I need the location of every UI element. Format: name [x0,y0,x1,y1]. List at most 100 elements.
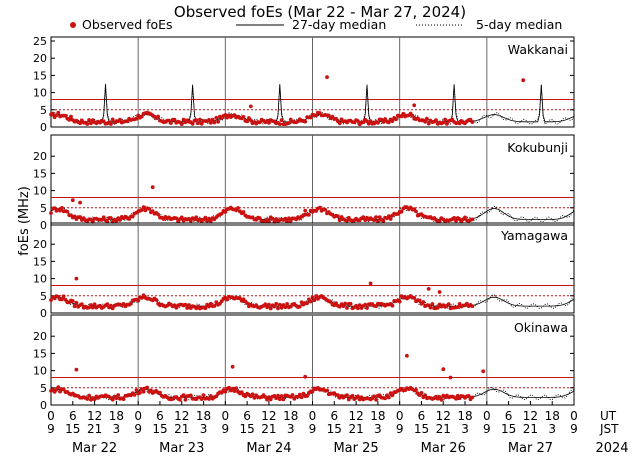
observed-point [263,302,268,307]
observed-point [208,219,213,223]
ut-tick-label: 12 [261,409,276,423]
jst-tick-label: 9 [396,422,404,436]
panel-wakkanai: 0 5 10 15 20 25 Wakkanai [33,35,575,134]
observed-point [452,216,456,220]
observed-point [308,299,313,304]
observed-point [267,121,271,125]
observed-point [183,397,188,402]
observed-point [428,305,433,310]
observed-point [132,393,137,397]
ut-tick-label: 6 [330,409,338,423]
observed-point [223,210,228,214]
ut-tick-label: 6 [69,409,77,423]
observed-point [174,216,179,221]
day-label: Mar 27 [508,441,553,456]
observed-point [245,301,250,305]
observed-point [386,214,391,219]
jst-tick-label: 9 [222,422,230,436]
ut-tick-label: 6 [418,409,426,423]
day-label: Mar 26 [421,441,466,456]
observed-point [363,302,368,307]
observed-point [274,301,279,306]
observed-point [383,396,387,401]
observed-point [110,397,115,402]
jst-tick-label: 3 [287,422,295,436]
legend-observed-marker [70,22,76,28]
observed-point [129,301,133,306]
observed-point [156,114,161,119]
observed-point [430,302,435,306]
panel-kokubunji: 0 5 10 15 20 Kokubunji [33,134,575,232]
jst-tick-label: 21 [87,422,102,436]
observed-point [154,298,159,302]
observed-outlier [70,198,75,203]
jst-tick-label: 3 [461,422,469,436]
observed-point [268,306,273,311]
ut-tick-label: 18 [370,409,385,423]
observed-point [270,216,275,221]
ut-tick-label: 0 [309,409,317,423]
observed-point [376,121,380,125]
observed-point [110,306,115,311]
jst-tick-label: 3 [548,422,556,436]
observed-outlier [405,353,409,358]
jst-tick-label: 15 [414,422,429,436]
observed-point [65,209,70,214]
observed-point [194,215,199,220]
observed-point [345,306,349,310]
observed-point [241,210,246,214]
observed-point [390,393,395,398]
observed-outlier [325,75,329,79]
observed-point [60,297,64,302]
observed-point [158,390,162,395]
observed-point [463,215,467,220]
observed-point [63,113,68,118]
observed-point [283,216,288,221]
observed-point [357,303,362,307]
observed-point [219,211,224,216]
observed-point [323,207,328,212]
observed-point [277,302,282,307]
observed-point [285,302,289,306]
jst-tick-label: 9 [483,422,491,436]
observed-point [172,117,177,122]
y-tick-label: 5 [40,202,47,215]
observed-point [49,298,53,302]
observed-point [188,393,193,398]
observed-point [69,114,73,119]
observed-point [336,393,340,397]
y-tick-label: 5 [40,382,47,395]
observed-point [250,392,255,397]
observed-point [207,397,211,401]
ut-tick-label: 6 [505,409,513,423]
observed-point [198,117,202,122]
observed-point [179,122,184,126]
observed-point [87,393,91,398]
y-tick-label: 10 [33,87,47,100]
observed-outlier [303,374,308,379]
ut-label: UT [600,409,617,423]
observed-point [72,214,77,219]
observed-point [281,397,286,402]
observed-point [437,219,442,224]
y-tick-label: 20 [33,150,47,163]
jst-tick-label: 9 [47,422,55,436]
observed-point [401,111,406,116]
observed-point [196,121,201,126]
observed-point [423,119,427,124]
y-tick-label: 0 [40,121,47,134]
observed-point [345,393,349,397]
observed-point [305,394,309,398]
observed-point [345,218,349,223]
observed-point [423,393,427,398]
observed-point [101,215,106,220]
ut-tick-label: 12 [348,409,363,423]
y-tick-label: 20 [33,238,47,251]
observed-point [421,300,426,304]
observed-outlier [448,375,453,380]
observed-point [297,304,302,309]
observed-point [386,395,391,400]
ut-tick-label: 18 [196,409,211,423]
observed-point [390,119,395,123]
jst-tick-label: 15 [152,422,167,436]
